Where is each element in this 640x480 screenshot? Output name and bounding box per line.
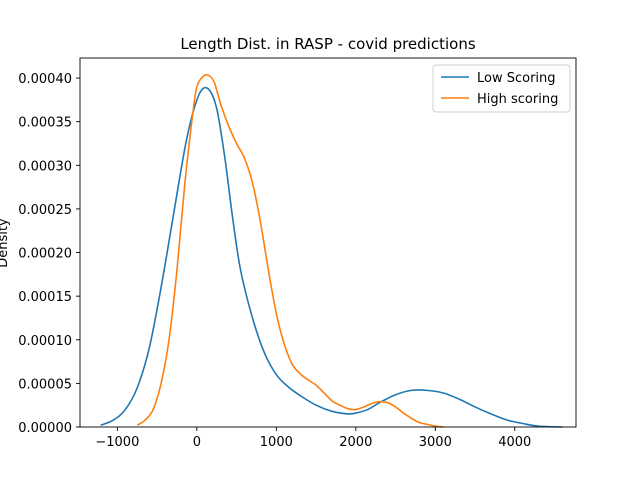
y-tick-label: 0.00005 [18, 377, 72, 392]
x-tick-label: 2000 [339, 435, 372, 450]
y-tick-label: 0.00035 [18, 116, 72, 131]
y-tick-label: 0.00025 [18, 203, 72, 218]
plot-area: −1000 0 1000 2000 3000 4000 0.00000 0.00005 0.00… [18, 57, 577, 450]
chart-title: Length Dist. in RASP - covid predictions [180, 35, 476, 53]
y-tick-label: 0.00030 [18, 159, 72, 174]
legend-label-1: Low Scoring [477, 71, 556, 86]
axes-frame [79, 57, 577, 428]
legend-label-2: High scoring [477, 92, 558, 107]
series-line-1 [100, 86, 563, 428]
y-tick-label: 0.00000 [18, 421, 72, 436]
y-tick-label: 0.00020 [18, 247, 72, 262]
x-tick-label: 4000 [498, 435, 531, 450]
y-tick-label: 0.00040 [18, 72, 72, 87]
x-tick-label: 3000 [419, 435, 452, 450]
series-line-2 [136, 73, 444, 428]
y-tick-label: 0.00015 [18, 290, 72, 305]
x-tick-label: 1000 [260, 435, 293, 450]
x-tick-label: 0 [193, 435, 201, 450]
y-axis-label: Density [0, 218, 11, 268]
x-tick-label: −1000 [95, 435, 139, 450]
y-tick-label: 0.00010 [18, 334, 72, 349]
